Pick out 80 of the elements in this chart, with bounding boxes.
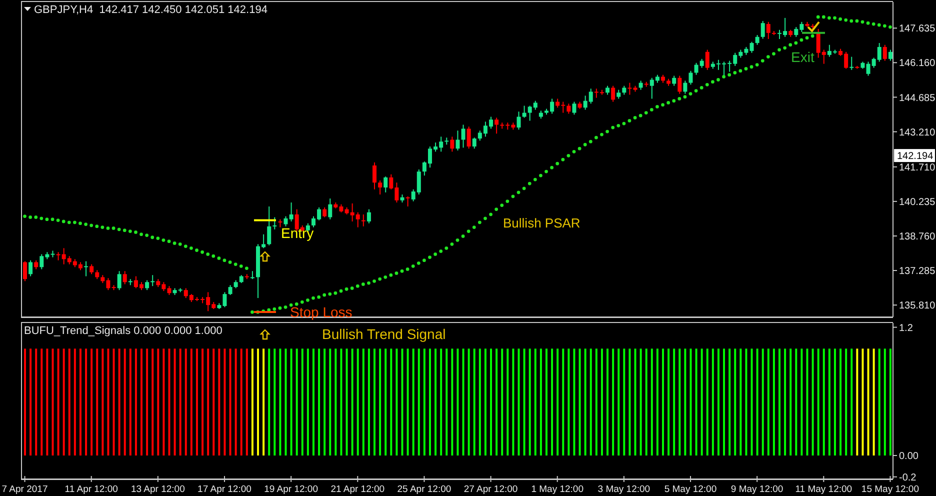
candlestick bbox=[850, 56, 854, 70]
x-tick-label: 11 Apr 12:00 bbox=[64, 484, 118, 495]
candlestick bbox=[688, 70, 693, 86]
candlestick bbox=[28, 260, 33, 277]
candlestick bbox=[366, 208, 371, 224]
annotation: Exit bbox=[791, 48, 814, 65]
candlestick bbox=[750, 41, 754, 54]
candlestick bbox=[882, 44, 887, 62]
annotation: Bullish Trend Signal bbox=[322, 326, 446, 342]
y-tick-label: 143.210 bbox=[899, 127, 936, 138]
candlestick bbox=[766, 21, 770, 40]
candlestick bbox=[228, 284, 232, 296]
candlestick bbox=[23, 260, 27, 282]
candlestick bbox=[638, 80, 643, 90]
candlestick bbox=[466, 126, 471, 150]
candlestick bbox=[267, 206, 272, 246]
candlestick bbox=[888, 49, 892, 62]
annotation: Stop Loss bbox=[290, 304, 352, 320]
y-tick-label: -0.2 bbox=[899, 472, 917, 484]
x-tick-label: 3 May 12:00 bbox=[598, 484, 650, 495]
candlestick bbox=[378, 180, 382, 196]
candlestick bbox=[628, 82, 632, 96]
x-tick-label: 21 Apr 12:00 bbox=[330, 484, 385, 495]
chart-title: GBPJPY,H4 142.417 142.450 142.051 142.194 bbox=[34, 4, 268, 16]
candlestick bbox=[522, 105, 526, 118]
x-tick-label: 25 Apr 12:00 bbox=[397, 484, 452, 495]
x-tick-label: 9 May 12:00 bbox=[730, 484, 784, 495]
annotation: 142.194 bbox=[897, 151, 934, 162]
candlestick bbox=[328, 198, 332, 220]
candlestick bbox=[755, 34, 760, 46]
candlestick bbox=[472, 137, 476, 150]
y-tick-label: 1.2 bbox=[899, 322, 914, 334]
candlestick bbox=[272, 216, 277, 230]
candlestick bbox=[705, 49, 710, 70]
candlestick bbox=[384, 176, 388, 193]
candlestick bbox=[760, 20, 765, 40]
candlestick bbox=[84, 260, 88, 277]
candlestick bbox=[672, 75, 676, 86]
candlestick bbox=[289, 202, 294, 222]
y-tick-label: 141.710 bbox=[899, 162, 936, 174]
candlestick bbox=[572, 101, 576, 116]
y-tick-label: 137.285 bbox=[899, 266, 936, 278]
x-tick-label: 13 Apr 12:00 bbox=[130, 484, 185, 495]
candlestick bbox=[516, 111, 521, 130]
x-tick-label: 17 Apr 12:00 bbox=[198, 484, 252, 495]
candlestick bbox=[406, 196, 410, 207]
x-tick-label: 7 Apr 2017 bbox=[2, 484, 48, 495]
candlestick bbox=[122, 270, 127, 285]
candlestick bbox=[678, 75, 682, 94]
y-tick-label: 138.760 bbox=[899, 232, 936, 243]
chart-title: BUFU_Trend_Signals 0.000 0.000 1.000 bbox=[24, 325, 222, 337]
candlestick bbox=[456, 130, 460, 151]
candlestick bbox=[461, 124, 466, 148]
candlestick bbox=[145, 280, 150, 291]
candlestick bbox=[611, 85, 616, 102]
annotation: Bullish PSAR bbox=[503, 216, 580, 231]
x-tick-label: 27 Apr 12:00 bbox=[464, 484, 518, 495]
y-tick-label: 0.00 bbox=[899, 451, 919, 462]
x-tick-label: 5 May 12:00 bbox=[664, 484, 717, 495]
y-tick-label: 135.810 bbox=[899, 300, 936, 312]
candlestick bbox=[683, 80, 688, 94]
x-tick-label: 11 May 12:00 bbox=[795, 484, 852, 495]
y-tick-label: 146.160 bbox=[899, 58, 936, 70]
candlestick bbox=[372, 162, 377, 190]
candlestick bbox=[117, 270, 122, 291]
x-tick-label: 15 May 12:00 bbox=[861, 484, 920, 495]
candlestick bbox=[90, 264, 94, 275]
candlestick bbox=[450, 136, 454, 152]
y-tick-label: 147.635 bbox=[899, 24, 936, 35]
annotation: Entry bbox=[281, 225, 314, 242]
candlestick bbox=[284, 216, 288, 227]
candlestick bbox=[361, 214, 366, 227]
y-tick-label: 144.685 bbox=[899, 92, 936, 104]
y-tick-label: 140.235 bbox=[899, 196, 936, 208]
candlestick bbox=[494, 117, 499, 134]
candlestick bbox=[322, 206, 327, 218]
candlestick bbox=[566, 103, 571, 114]
x-tick-label: 1 May 12:00 bbox=[531, 484, 584, 495]
x-tick-label: 19 Apr 12:00 bbox=[264, 484, 318, 495]
candlestick bbox=[150, 274, 155, 287]
